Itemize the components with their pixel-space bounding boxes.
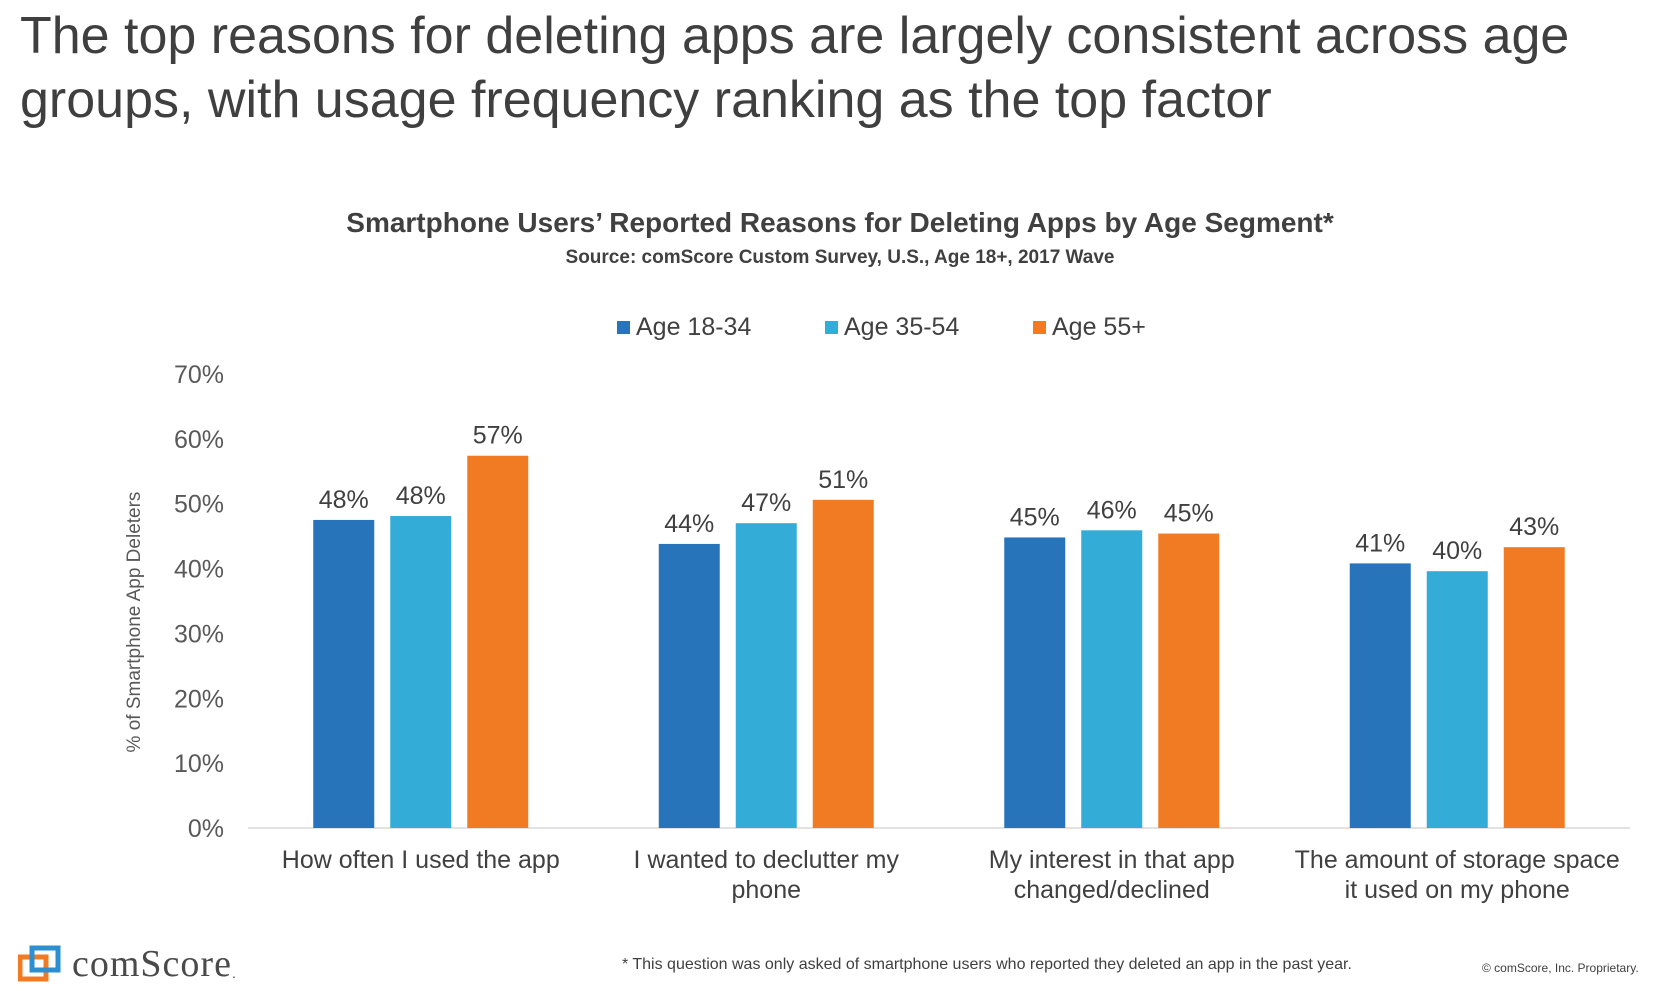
data-label: 45% [1164, 500, 1214, 528]
legend-swatch [617, 321, 630, 334]
legend-item-age-55-plus: Age 55+ [1033, 313, 1146, 342]
data-label: 47% [741, 489, 791, 517]
bar [390, 516, 452, 828]
data-label: 57% [473, 422, 523, 450]
y-tick-label: 30% [174, 620, 224, 648]
data-label: 46% [1087, 496, 1137, 524]
y-tick-label: 50% [174, 491, 224, 519]
data-label: 44% [664, 510, 714, 538]
chart-subtitle: Source: comScore Custom Survey, U.S., Ag… [565, 247, 1115, 268]
legend-label: Age 35-54 [844, 313, 960, 341]
footnote: * This question was only asked of smartp… [622, 956, 1352, 973]
x-category-label: it used on my phone [1345, 876, 1570, 904]
legend-swatch [1033, 321, 1046, 334]
legend-label: Age 55+ [1052, 313, 1146, 341]
legend-item-age-18-34: Age 18-34 [617, 313, 751, 342]
chart-title: Smartphone Users’ Reported Reasons for D… [346, 207, 1334, 238]
data-label: 51% [818, 466, 868, 494]
x-category-label: I wanted to declutter my [634, 846, 900, 874]
copyright: © comScore, Inc. Proprietary. [1482, 961, 1639, 975]
y-tick-label: 20% [174, 685, 224, 713]
x-category-label: My interest in that app [989, 846, 1235, 874]
data-label: 45% [1010, 503, 1060, 531]
legend-item-age-35-54: Age 35-54 [825, 313, 959, 342]
legend-swatch [825, 321, 838, 334]
y-tick-label: 70% [174, 361, 224, 389]
bar [1503, 547, 1565, 828]
headline-line-1: The top reasons for deleting apps are la… [20, 7, 1570, 65]
comscore-wordmark: comScore [72, 943, 232, 985]
bar [1349, 563, 1411, 828]
data-label: 43% [1509, 513, 1559, 541]
x-category-label: How often I used the app [282, 846, 560, 874]
x-category-label: The amount of storage space [1295, 846, 1620, 874]
bar [1158, 533, 1220, 828]
y-tick-label: 10% [174, 750, 224, 778]
bar [735, 523, 797, 828]
chart-legend: Age 18-34 Age 35-54 Age 55+ [0, 313, 1680, 343]
bar [1081, 530, 1143, 828]
page-headline: The top reasons for deleting apps are la… [20, 4, 1660, 132]
bar [467, 455, 529, 828]
bar [1004, 537, 1066, 828]
x-category-label: phone [731, 876, 801, 904]
legend-label: Age 18-34 [636, 313, 752, 341]
y-tick-label: 0% [188, 815, 224, 843]
y-tick-label: 60% [174, 426, 224, 454]
bar [812, 499, 874, 828]
bar [313, 519, 375, 828]
bar [658, 543, 720, 828]
data-label: 48% [319, 486, 369, 514]
data-label: 41% [1355, 529, 1405, 557]
comscore-logo: comScore. [18, 942, 236, 986]
y-tick-label: 40% [174, 556, 224, 584]
bar [1426, 571, 1488, 828]
data-label: 48% [396, 482, 446, 510]
comscore-logo-icon [18, 945, 61, 982]
logo-suffix: . [231, 965, 236, 981]
data-label: 40% [1432, 537, 1482, 565]
x-category-label: changed/declined [1014, 876, 1210, 904]
headline-line-2: groups, with usage frequency ranking as … [20, 71, 1272, 129]
